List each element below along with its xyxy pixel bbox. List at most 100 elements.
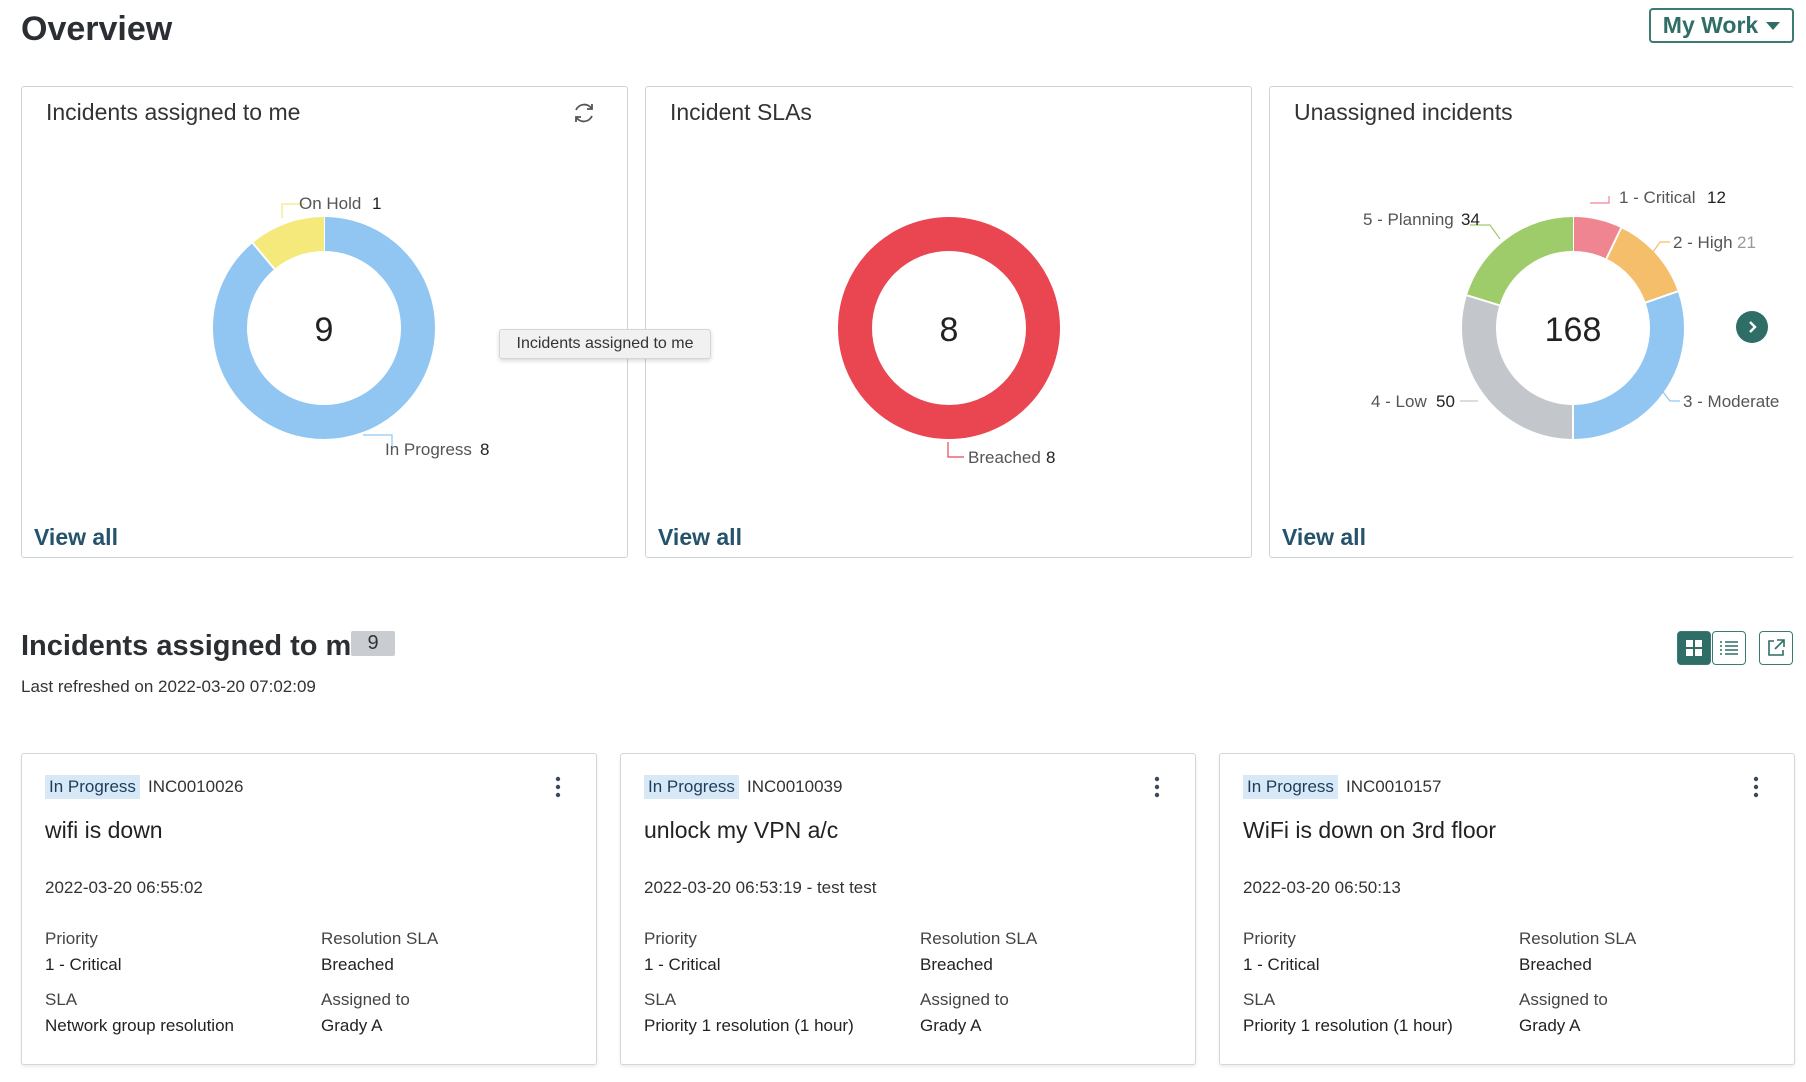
legend-label-on-hold: On Hold xyxy=(299,194,361,213)
legend-label-planning: 5 - Planning xyxy=(1363,210,1454,229)
sla-label: SLA xyxy=(1243,990,1276,1009)
assigned-to-value: Grady A xyxy=(920,1016,982,1035)
sla-value: Priority 1 resolution (1 hour) xyxy=(644,1016,854,1035)
donut-slice[interactable] xyxy=(1572,291,1684,439)
legend-value-in-progress: 8 xyxy=(480,440,489,459)
short-description: wifi is down xyxy=(45,817,163,843)
priority-value: 1 - Critical xyxy=(45,955,122,974)
view-all-link[interactable]: View all xyxy=(658,524,742,550)
resolution-sla-value: Breached xyxy=(920,955,993,974)
assigned-to-value: Grady A xyxy=(1519,1016,1581,1035)
resolution-sla-label: Resolution SLA xyxy=(1519,929,1637,948)
legend-value-critical: 12 xyxy=(1707,188,1726,207)
priority-label: Priority xyxy=(1243,929,1296,948)
state-badge: In Progress xyxy=(45,775,140,799)
assigned-to-value: Grady A xyxy=(321,1016,383,1035)
priority-value: 1 - Critical xyxy=(644,955,721,974)
carousel-next-button[interactable] xyxy=(1736,311,1768,343)
sla-label: SLA xyxy=(644,990,677,1009)
legend-value-on-hold: 1 xyxy=(372,194,381,213)
incident-number: INC0010039 xyxy=(747,777,843,796)
assigned-to-label: Assigned to xyxy=(920,990,1009,1009)
sla-value: Priority 1 resolution (1 hour) xyxy=(1243,1016,1453,1035)
donut-chart: Breached 8 8 xyxy=(838,217,1060,467)
donut-slice[interactable] xyxy=(213,217,435,439)
list-title: Incidents assigned to me xyxy=(21,630,368,662)
short-description: unlock my VPN a/c xyxy=(644,817,839,843)
legend-label-breached: Breached xyxy=(968,448,1041,467)
resolution-sla-value: Breached xyxy=(1519,955,1592,974)
sla-value: Network group resolution xyxy=(45,1016,234,1035)
priority-label: Priority xyxy=(644,929,697,948)
grid-view-icon xyxy=(1686,640,1702,656)
priority-label: Priority xyxy=(45,929,98,948)
donut-slice[interactable] xyxy=(1466,217,1574,306)
legend-label-moderate: 3 - Moderate xyxy=(1683,392,1779,411)
list-view-icon xyxy=(1720,641,1738,655)
state-badge: In Progress xyxy=(644,775,739,799)
priority-value: 1 - Critical xyxy=(1243,955,1320,974)
slice-separator xyxy=(1466,294,1500,307)
donut-total: 168 xyxy=(1545,311,1602,349)
legend-label-low: 4 - Low xyxy=(1371,392,1427,411)
chart-tooltip: Incidents assigned to me xyxy=(499,329,711,359)
incident-number: INC0010026 xyxy=(148,777,244,796)
donut-chart: On Hold 1 In Progress 8 9 xyxy=(213,194,489,459)
widget-title: Unassigned incidents xyxy=(1294,99,1513,125)
last-refreshed: Last refreshed on 2022-03-20 07:02:09 xyxy=(21,677,316,696)
incident-number: INC0010157 xyxy=(1346,777,1442,796)
resolution-sla-label: Resolution SLA xyxy=(321,929,439,948)
widget-title: Incident SLAs xyxy=(670,99,812,125)
state-badge: In Progress xyxy=(1243,775,1338,799)
legend-label-in-progress: In Progress xyxy=(385,440,472,459)
legend-label-critical: 1 - Critical xyxy=(1619,188,1696,207)
widget-incidents-assigned: Incidents assigned to me On Hold 1 In Pr… xyxy=(21,86,628,558)
slice-separator xyxy=(1605,227,1623,260)
legend-label-high: 2 - High xyxy=(1673,233,1733,252)
more-vertical-icon[interactable] xyxy=(1154,776,1160,798)
my-work-dropdown[interactable]: My Work xyxy=(1649,8,1794,43)
legend-value-planning: 34 xyxy=(1461,210,1480,229)
incident-card[interactable]: In Progress INC0010039 unlock my VPN a/c… xyxy=(620,753,1196,1065)
chevron-right-icon xyxy=(1749,321,1757,333)
widget-unassigned-incidents: Unassigned incidents 1 - Critical 12 2 -… xyxy=(1269,86,1794,558)
caret-down-icon xyxy=(1766,21,1781,30)
my-work-label: My Work xyxy=(1662,12,1759,38)
assigned-to-label: Assigned to xyxy=(321,990,410,1009)
opened-timestamp: 2022-03-20 06:53:19 - test test xyxy=(644,878,877,897)
resolution-sla-label: Resolution SLA xyxy=(920,929,1038,948)
legend-value-low: 50 xyxy=(1436,392,1455,411)
incident-card[interactable]: In Progress INC0010026 wifi is down 2022… xyxy=(21,753,597,1065)
legend-value-high: 21 xyxy=(1737,233,1756,252)
grid-view-button[interactable] xyxy=(1677,631,1711,665)
open-external-icon xyxy=(1768,639,1785,656)
widget-incident-slas: Incident SLAs Breached 8 8 View all xyxy=(645,86,1252,558)
legend-value-breached: 8 xyxy=(1046,448,1055,467)
donut-slice[interactable] xyxy=(252,217,325,270)
more-vertical-icon[interactable] xyxy=(555,776,561,798)
donut-slice[interactable] xyxy=(1605,227,1678,304)
list-view-button[interactable] xyxy=(1712,631,1746,665)
slice-separator xyxy=(251,242,276,270)
more-vertical-icon[interactable] xyxy=(1753,776,1759,798)
count-badge: 9 xyxy=(351,631,395,656)
slice-separator xyxy=(1645,290,1679,304)
view-all-link[interactable]: View all xyxy=(34,524,118,550)
donut-total: 9 xyxy=(315,311,334,349)
donut-chart: 1 - Critical 12 2 - High 21 3 - Moderate… xyxy=(1363,188,1779,439)
open-external-button[interactable] xyxy=(1759,631,1793,665)
assigned-to-label: Assigned to xyxy=(1519,990,1608,1009)
page-title: Overview xyxy=(21,10,173,48)
refresh-icon[interactable] xyxy=(571,100,597,126)
donut-total: 8 xyxy=(940,311,959,349)
incident-card[interactable]: In Progress INC0010157 WiFi is down on 3… xyxy=(1219,753,1795,1065)
opened-timestamp: 2022-03-20 06:50:13 xyxy=(1243,878,1401,897)
donut-slice[interactable] xyxy=(1462,295,1574,439)
resolution-sla-value: Breached xyxy=(321,955,394,974)
opened-timestamp: 2022-03-20 06:55:02 xyxy=(45,878,203,897)
donut-slice[interactable] xyxy=(838,217,1060,439)
widget-title: Incidents assigned to me xyxy=(46,99,301,125)
donut-slice[interactable] xyxy=(1572,217,1622,259)
sla-label: SLA xyxy=(45,990,78,1009)
view-all-link[interactable]: View all xyxy=(1282,524,1366,550)
